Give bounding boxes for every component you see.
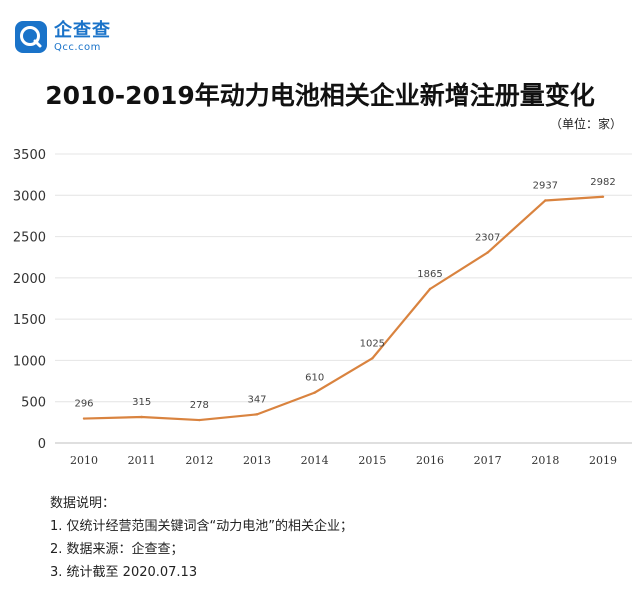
y-tick-label: 2500	[13, 231, 46, 246]
x-tick-label: 2010	[70, 454, 98, 467]
data-point	[198, 418, 201, 422]
brand-logo: 企查查 Qcc.com	[14, 20, 111, 54]
x-tick-label: 2018	[531, 454, 559, 467]
x-tick-label: 2016	[416, 454, 444, 467]
data-point	[82, 417, 86, 420]
data-point	[255, 413, 259, 416]
data-point	[486, 251, 489, 254]
data-label: 2307	[475, 233, 500, 244]
unit-label: （单位：家）	[549, 117, 622, 131]
y-tick-label: 3500	[13, 148, 46, 163]
series-line	[83, 195, 604, 422]
logo-name: 企查查	[54, 19, 111, 41]
line-chart: 0 500 1000 1500 2000 2500 3000 3500 2010 2011 2012…	[13, 148, 632, 467]
notes-item: 3. 统计截至 2020.07.13	[50, 565, 198, 580]
y-tick-label: 2000	[13, 272, 46, 287]
x-tick-label: 2013	[243, 454, 271, 467]
data-point	[601, 195, 605, 198]
data-notes: 数据说明： 1. 仅统计经营范围关键词含“动力电池”的相关企业； 2. 数据来源…	[50, 492, 353, 584]
data-label: 1025	[360, 338, 385, 349]
x-tick-label: 2019	[589, 454, 617, 467]
y-tick-label: 3000	[13, 189, 46, 204]
x-tick-label: 2014	[301, 454, 329, 467]
logo-domain: Qcc.com	[54, 41, 101, 53]
data-point	[371, 357, 374, 360]
data-label: 296	[74, 399, 93, 410]
x-tick-label: 2015	[358, 454, 386, 467]
qcc-logo-icon	[15, 21, 47, 53]
data-point	[140, 415, 143, 419]
chart-title: 2010-2019年动力电池相关企业新增注册量变化	[45, 81, 595, 110]
data-label: 610	[305, 373, 324, 384]
data-label: 1865	[417, 269, 442, 280]
y-tick-label: 500	[21, 396, 46, 411]
data-label: 347	[247, 394, 266, 405]
data-point	[428, 287, 432, 291]
data-label: 278	[190, 400, 209, 411]
y-tick-label: 1000	[13, 354, 46, 369]
data-point	[313, 391, 316, 394]
y-tick-label: 1500	[13, 313, 46, 328]
notes-item: 1. 仅统计经营范围关键词含“动力电池”的相关企业；	[50, 519, 354, 534]
x-tick-label: 2017	[474, 454, 502, 467]
notes-heading: 数据说明：	[50, 496, 116, 511]
data-label: 315	[132, 397, 151, 408]
y-tick-label: 0	[38, 437, 46, 452]
x-tick-label: 2012	[185, 454, 213, 467]
data-label: 2937	[533, 180, 558, 191]
data-point	[544, 199, 547, 202]
data-label: 2982	[590, 177, 615, 188]
notes-item: 2. 数据来源：企查查；	[50, 542, 184, 557]
x-tick-label: 2011	[128, 454, 156, 467]
